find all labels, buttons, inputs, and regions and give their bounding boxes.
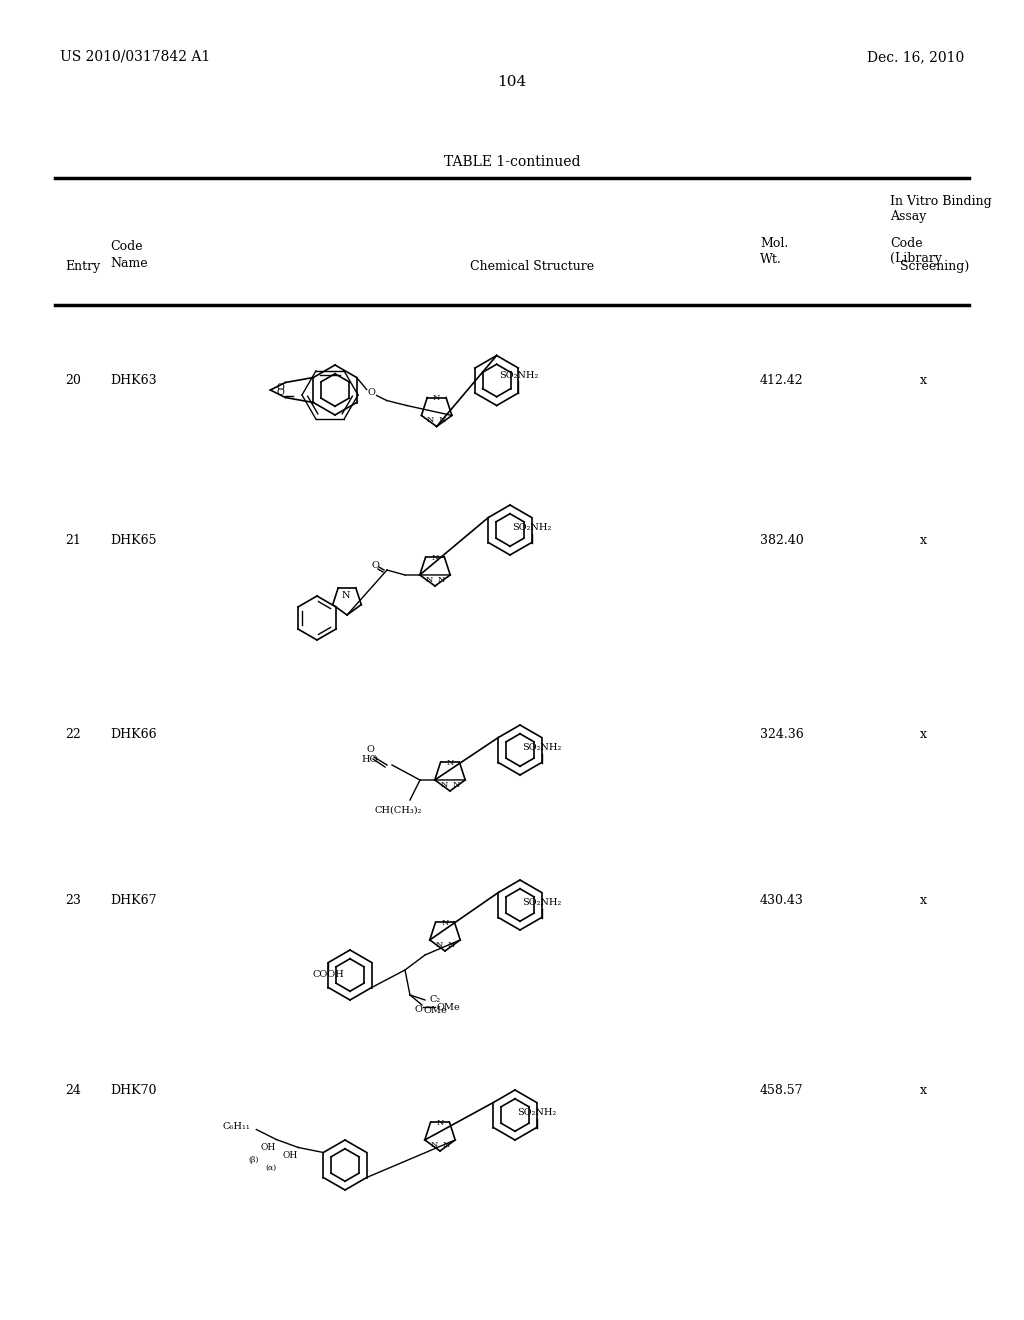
Text: Wt.: Wt. <box>760 253 781 267</box>
Text: (β): (β) <box>248 1155 258 1163</box>
Text: N: N <box>446 759 454 767</box>
Text: US 2010/0317842 A1: US 2010/0317842 A1 <box>60 50 210 63</box>
Text: Chemical Structure: Chemical Structure <box>470 260 594 273</box>
Text: SO₂NH₂: SO₂NH₂ <box>522 743 561 752</box>
Text: x: x <box>920 729 927 742</box>
Text: 104: 104 <box>498 75 526 88</box>
Text: SO₂NH₂: SO₂NH₂ <box>522 898 561 907</box>
Text: Name: Name <box>110 257 147 271</box>
Text: N: N <box>431 554 438 562</box>
Text: 324.36: 324.36 <box>760 729 804 742</box>
Text: N: N <box>427 417 434 425</box>
Text: N: N <box>440 781 447 789</box>
Text: DHK70: DHK70 <box>110 1084 157 1097</box>
Text: 382.40: 382.40 <box>760 533 804 546</box>
Text: x: x <box>920 533 927 546</box>
Text: TABLE 1-continued: TABLE 1-continued <box>443 154 581 169</box>
Text: 430.43: 430.43 <box>760 894 804 907</box>
Text: DHK63: DHK63 <box>110 374 157 387</box>
Text: x: x <box>920 374 927 387</box>
Text: CH(CH₃)₂: CH(CH₃)₂ <box>375 805 422 814</box>
Text: OH: OH <box>261 1143 276 1152</box>
Text: Screening): Screening) <box>900 260 970 273</box>
Text: HO: HO <box>361 755 378 764</box>
Text: N: N <box>437 576 444 583</box>
Text: DHK66: DHK66 <box>110 729 157 742</box>
Text: N: N <box>436 1119 443 1127</box>
Text: Dec. 16, 2010: Dec. 16, 2010 <box>866 50 964 63</box>
Text: 412.42: 412.42 <box>760 374 804 387</box>
Text: DHK67: DHK67 <box>110 894 157 907</box>
Text: COOH: COOH <box>312 970 344 979</box>
Text: O: O <box>414 1006 422 1015</box>
Text: 21: 21 <box>65 533 81 546</box>
Text: OMe: OMe <box>436 1002 460 1011</box>
Text: SO₂NH₂: SO₂NH₂ <box>517 1107 556 1117</box>
Text: Assay: Assay <box>890 210 927 223</box>
Text: (α): (α) <box>266 1163 276 1172</box>
Text: N: N <box>425 576 433 583</box>
Text: Entry: Entry <box>65 260 100 273</box>
Text: N: N <box>442 1140 450 1148</box>
Text: SO₂NH₂: SO₂NH₂ <box>512 523 551 532</box>
Text: Code: Code <box>110 240 142 253</box>
Text: SO₂NH₂: SO₂NH₂ <box>499 371 538 380</box>
Text: x: x <box>920 894 927 907</box>
Text: C₂
OMe: C₂ OMe <box>423 995 446 1015</box>
Text: N: N <box>433 395 440 403</box>
Text: N: N <box>439 417 446 425</box>
Text: N: N <box>430 1140 437 1148</box>
Text: 23: 23 <box>65 894 81 907</box>
Text: O: O <box>276 388 285 397</box>
Text: x: x <box>920 1084 927 1097</box>
Text: N: N <box>453 781 460 789</box>
Text: O: O <box>366 746 374 755</box>
Text: C₆H₁₁: C₆H₁₁ <box>222 1122 250 1131</box>
Text: Code: Code <box>890 238 923 249</box>
Text: OH: OH <box>283 1151 298 1160</box>
Text: (Library: (Library <box>890 252 942 265</box>
Text: N: N <box>342 590 350 599</box>
Text: 20: 20 <box>65 374 81 387</box>
Text: 458.57: 458.57 <box>760 1084 804 1097</box>
Text: DHK65: DHK65 <box>110 533 157 546</box>
Text: N: N <box>435 941 442 949</box>
Text: O: O <box>371 561 379 569</box>
Text: Mol.: Mol. <box>760 238 788 249</box>
Text: In Vitro Binding: In Vitro Binding <box>890 195 992 209</box>
Text: 24: 24 <box>65 1084 81 1097</box>
Text: N: N <box>441 919 449 927</box>
Text: O: O <box>368 388 376 397</box>
Text: O: O <box>276 383 285 392</box>
Text: N: N <box>447 941 455 949</box>
Text: 22: 22 <box>65 729 81 742</box>
